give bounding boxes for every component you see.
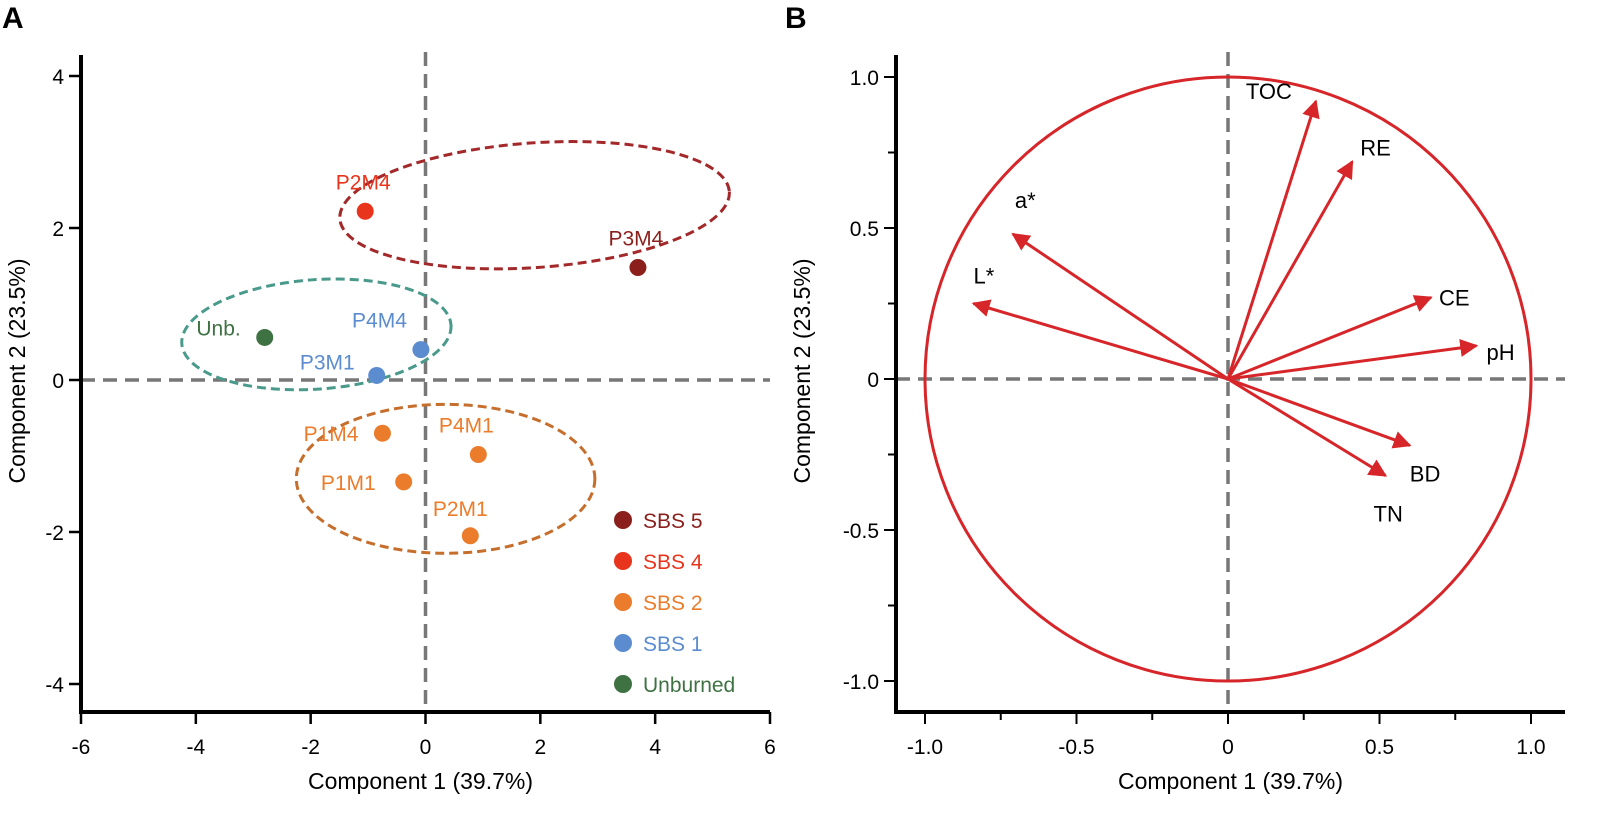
panel-a-x-tick-label: -2 xyxy=(301,736,320,759)
panel-a-group-ellipse-1 xyxy=(338,140,731,271)
panel-a-x-tick-label: -4 xyxy=(186,736,205,759)
panel-b-vector-label: a* xyxy=(1015,188,1036,213)
panel-a-y-axis-title: Component 2 (23.5%) xyxy=(4,258,30,483)
panel-a-x-tick-label: 4 xyxy=(649,736,661,759)
panel-b-vector-re xyxy=(1226,159,1354,380)
panel-a-point-label: P4M1 xyxy=(439,414,494,437)
panel-a-legend-swatch xyxy=(614,593,632,611)
panel-b-vector-label: CE xyxy=(1439,285,1470,310)
panel-a-point-p4m1 xyxy=(469,445,487,463)
panel-b-x-tick-label: -0.5 xyxy=(1058,736,1094,759)
panel-a-point-label: P2M4 xyxy=(336,171,391,194)
panel-b-loading-plot: B -1.0 -0.5 0 0.5 1.0 -1.0 -0.5 0 0.5 1.0 TOC RE a*… xyxy=(785,2,1565,794)
panel-a-point-label: Unb. xyxy=(196,317,240,340)
panel-a-point-label: P4M4 xyxy=(352,310,407,333)
panel-b-vector-toc xyxy=(1226,99,1320,380)
panel-b-vector-label: BD xyxy=(1410,461,1441,486)
panel-a-point-p1m4 xyxy=(373,424,391,442)
panel-b-y-tick-label: 0.5 xyxy=(850,218,879,241)
panel-a-legend-swatch xyxy=(614,552,632,570)
panel-b-x-tick-label: -1.0 xyxy=(907,736,943,759)
panel-b-y-tick-label: -1.0 xyxy=(843,671,879,694)
panel-a-y-tick-label: -4 xyxy=(45,674,64,697)
panel-a-legend-label: SBS 5 xyxy=(643,510,703,533)
panel-a-point-label: P1M4 xyxy=(304,423,359,446)
panel-a-legend-swatch xyxy=(614,634,632,652)
panel-a-legend-label: Unburned xyxy=(643,674,735,697)
panel-a-point-p3m4 xyxy=(629,259,647,277)
panel-b-x-tick-label: 0.5 xyxy=(1365,736,1394,759)
panel-a-letter: A xyxy=(2,2,24,35)
panel-b-x-axis-title: Component 1 (39.7%) xyxy=(1118,768,1343,794)
panel-b-y-tick-label: 0 xyxy=(867,369,879,392)
panel-b-letter: B xyxy=(785,2,807,35)
panel-a-y-tick-label: 2 xyxy=(52,218,64,241)
panel-a-point-label: P3M1 xyxy=(300,351,355,374)
panel-b-vector-a-star xyxy=(1011,232,1229,381)
panel-a-point-label: P3M4 xyxy=(609,228,664,251)
panel-b-x-tick-label: 0 xyxy=(1222,736,1234,759)
panel-b-correlation-circle xyxy=(923,75,1533,683)
panel-a-y-tick-label: 4 xyxy=(52,66,64,89)
panel-a-group-ellipse-2 xyxy=(180,277,453,392)
panel-b-vector-label: pH xyxy=(1486,340,1514,365)
panel-b-vector-label: TN xyxy=(1374,502,1403,527)
panel-a-legend-label: SBS 2 xyxy=(643,592,703,615)
panel-b-vector-tn xyxy=(1227,377,1388,477)
panel-a-legend-label: SBS 4 xyxy=(643,551,703,574)
panel-b-vector-l-star xyxy=(971,299,1229,381)
panel-a-point-unb xyxy=(256,328,274,346)
panel-b-vector-label: RE xyxy=(1360,136,1391,161)
panel-a-legend-label: SBS 1 xyxy=(643,633,703,656)
panel-a-x-axis-title: Component 1 (39.7%) xyxy=(308,768,533,794)
panel-a-y-tick-label: 0 xyxy=(52,370,64,393)
panel-a-x-tick-label: 6 xyxy=(764,736,776,759)
panel-a-score-plot: A -6 -4 -2 0 2 4 6 -4 -2 0 2 4 P2M4 P3M4 Unb. P4M4 P3M1… xyxy=(2,2,776,794)
panel-a-x-tick-label: 0 xyxy=(420,736,432,759)
panel-b-vector-label: L* xyxy=(973,264,994,289)
panel-b-vector-label: TOC xyxy=(1246,79,1292,104)
panel-a-x-tick-label: -6 xyxy=(72,736,91,759)
panel-a-point-label: P2M1 xyxy=(433,498,488,521)
panel-b-vector-bd xyxy=(1227,377,1412,449)
panel-a-point-p1m1 xyxy=(395,473,413,491)
panel-b-y-tick-label: 1.0 xyxy=(850,67,879,90)
panel-a-point-label: P1M1 xyxy=(321,472,376,495)
panel-b-y-tick-label: -0.5 xyxy=(843,520,879,543)
panel-a-point-p3m1 xyxy=(368,366,386,384)
panel-b-y-axis-title: Component 2 (23.5%) xyxy=(789,258,815,483)
panel-b-vector-ph xyxy=(1227,339,1479,381)
panel-a-y-tick-label: -2 xyxy=(45,522,64,545)
panel-a-point-p2m4 xyxy=(356,202,374,220)
panel-a-x-tick-label: 2 xyxy=(534,736,546,759)
panel-a-point-p4m4 xyxy=(412,341,430,359)
panel-a-legend-swatch xyxy=(614,675,632,693)
panel-a-legend-swatch xyxy=(614,511,632,529)
panel-b-vector-ce xyxy=(1227,295,1433,381)
panel-b-x-tick-label: 1.0 xyxy=(1516,736,1545,759)
panel-a-group-ellipse-3 xyxy=(294,402,597,555)
panel-a-point-p2m1 xyxy=(461,527,479,545)
